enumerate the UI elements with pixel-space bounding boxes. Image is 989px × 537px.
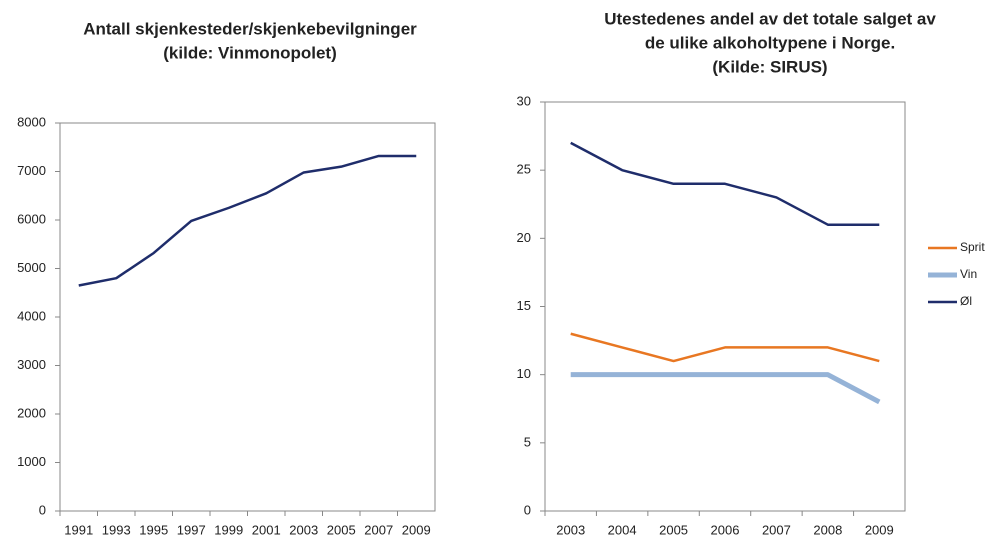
- y-tick-label: 0: [39, 502, 46, 517]
- chart-title: (kilde: Vinmonopolet): [163, 43, 336, 62]
- x-tick-label: 2005: [327, 522, 356, 537]
- x-tick-label: 1995: [139, 522, 168, 537]
- legend-label: Øl: [960, 294, 972, 308]
- y-tick-label: 8000: [17, 114, 46, 129]
- chart-title: Utestedenes andel av det totale salget a…: [604, 9, 936, 28]
- y-tick-label: 2000: [17, 405, 46, 420]
- data-line: [78, 154, 417, 287]
- data-line: [570, 332, 880, 363]
- y-tick-label: 7000: [17, 163, 46, 178]
- x-tick-label: 2008: [813, 522, 842, 537]
- x-tick-label: 2007: [762, 522, 791, 537]
- plot-frame: [59, 122, 436, 512]
- plot-frame: [544, 101, 906, 512]
- y-tick-label: 15: [517, 298, 531, 313]
- y-tick-label: 3000: [17, 357, 46, 372]
- y-tick-label: 20: [517, 230, 531, 245]
- y-tick-label: 6000: [17, 211, 46, 226]
- y-tick-label: 30: [517, 93, 531, 108]
- y-tick-label: 5: [524, 434, 531, 449]
- chart-title: Antall skjenkesteder/skjenkebevilgninger: [83, 19, 417, 38]
- x-tick-label: 2005: [659, 522, 688, 537]
- x-tick-label: 2007: [364, 522, 393, 537]
- y-tick-label: 25: [517, 162, 531, 177]
- y-tick-label: 1000: [17, 454, 46, 469]
- y-tick-label: 10: [517, 366, 531, 381]
- chart-title: de ulike alkoholtypene i Norge.: [645, 33, 895, 52]
- legend-label: Sprit: [960, 240, 985, 254]
- x-tick-label: 2003: [289, 522, 318, 537]
- x-tick-label: 2003: [556, 522, 585, 537]
- y-tick-label: 5000: [17, 260, 46, 275]
- x-tick-label: 1999: [214, 522, 243, 537]
- data-line: [570, 372, 881, 405]
- x-tick-label: 1993: [102, 522, 131, 537]
- x-tick-label: 2004: [608, 522, 637, 537]
- y-tick-label: 4000: [17, 308, 46, 323]
- x-tick-label: 2006: [711, 522, 740, 537]
- x-tick-label: 2009: [402, 522, 431, 537]
- data-line: [570, 141, 880, 226]
- x-tick-label: 1997: [177, 522, 206, 537]
- x-tick-label: 2009: [865, 522, 894, 537]
- x-tick-label: 1991: [64, 522, 93, 537]
- y-tick-label: 0: [524, 502, 531, 517]
- x-tick-label: 2001: [252, 522, 281, 537]
- legend-label: Vin: [960, 267, 977, 281]
- chart-title: (Kilde: SIRUS): [712, 57, 827, 76]
